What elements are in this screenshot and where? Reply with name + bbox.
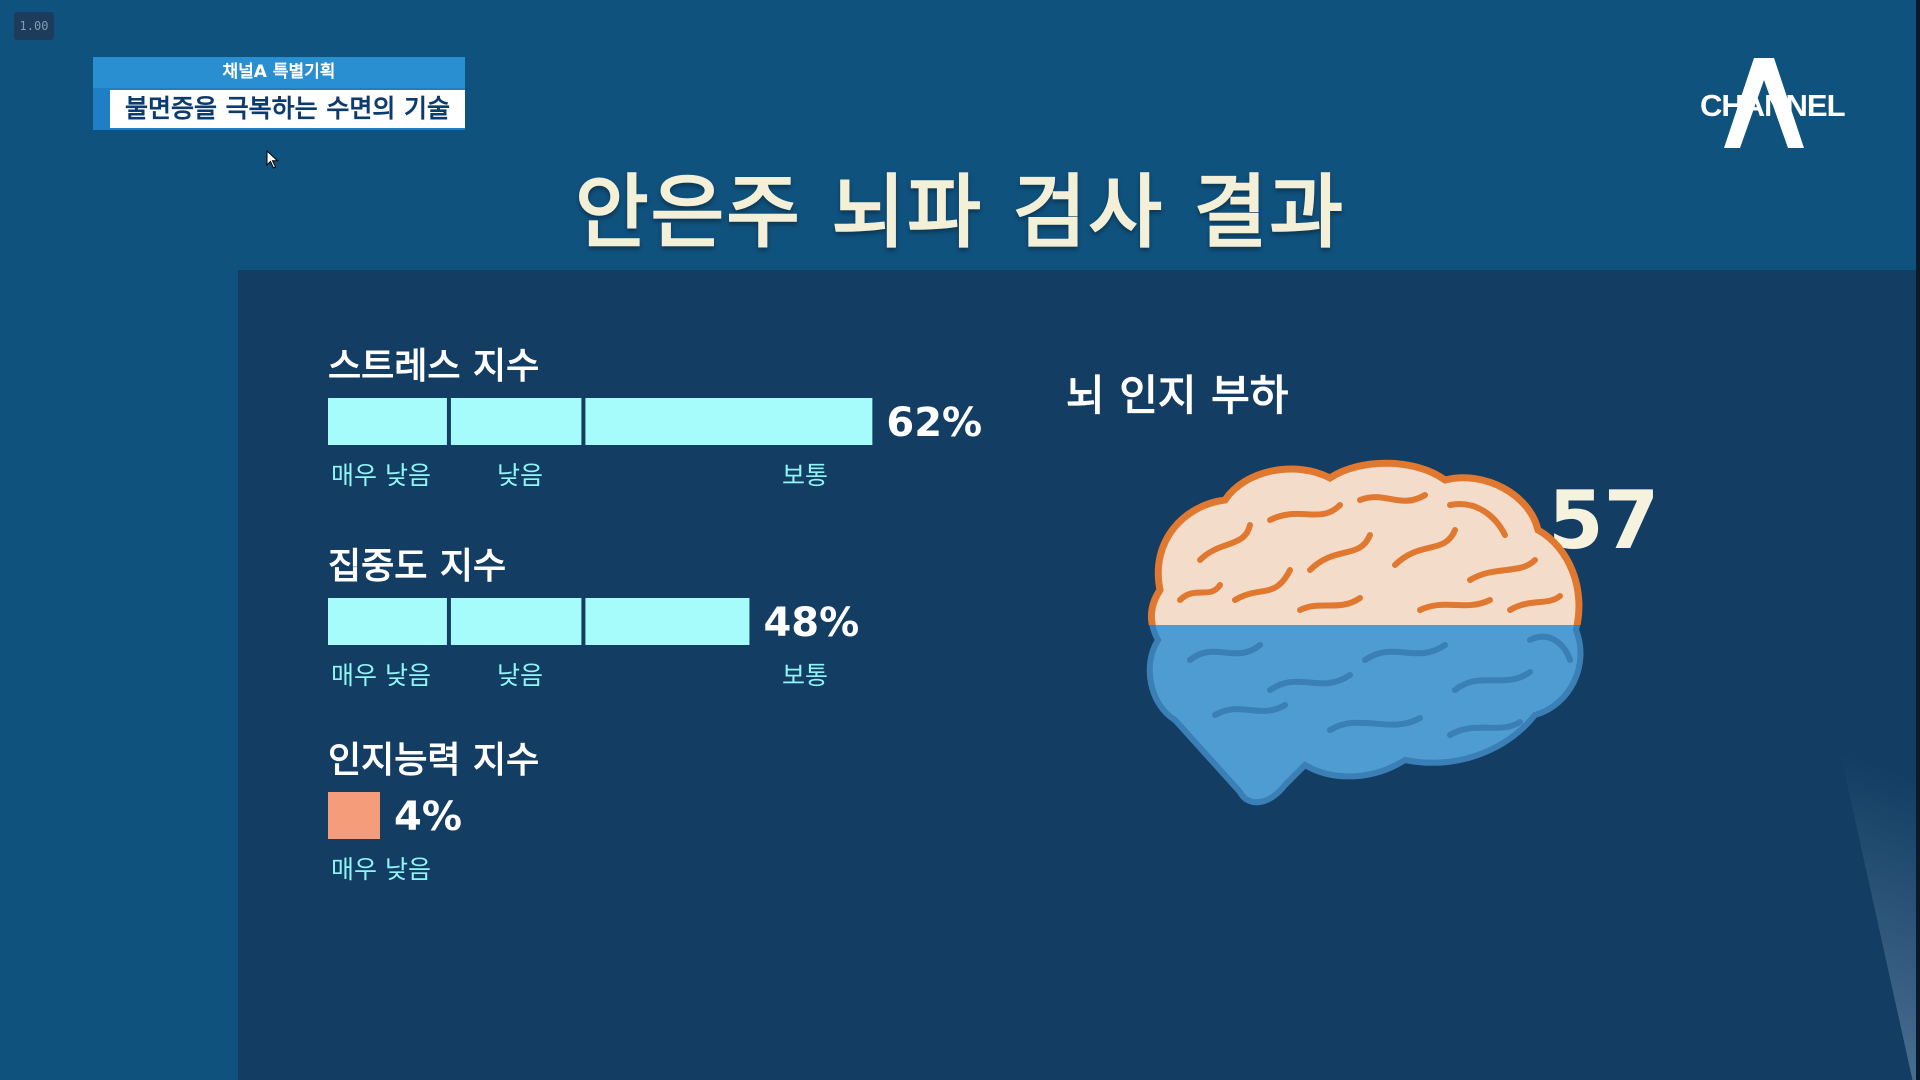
bar-segment (328, 598, 447, 645)
brain-fold (1467, 557, 1538, 583)
index-row: 스트레스 지수 62% 매우 낮음 낮음 보통 (328, 346, 982, 490)
brain-fold (1527, 633, 1573, 663)
level-label: 낮음 (497, 461, 543, 490)
level-label: 낮음 (497, 661, 543, 690)
brain-fold (1267, 502, 1343, 523)
bar-segment (328, 792, 380, 839)
percent-label: 62% (886, 400, 982, 446)
level-label: 보통 (782, 461, 828, 490)
brain-fold (1307, 532, 1373, 573)
brain-fold (1392, 527, 1458, 568)
brain-fold (1447, 501, 1508, 538)
channel-a-logo: CHANNEL (1700, 58, 1846, 148)
brain-fold (1452, 669, 1533, 693)
bar-segment (585, 598, 750, 645)
level-label: 보통 (782, 661, 828, 690)
main-title: 안은주 뇌파 검사 결과 (575, 166, 1345, 259)
channel-a-logo-mark (1724, 58, 1804, 148)
brain-fold (1232, 567, 1293, 603)
brain-icon (1146, 459, 1584, 806)
program-title-box: 불면증을 극복하는 수면의 기술 (93, 88, 465, 130)
index-row: 집중도 지수 48% 매우 낮음 낮음 보통 (328, 546, 859, 690)
brain-fold (1417, 597, 1493, 613)
brain-fold (1197, 522, 1253, 563)
level-label: 매우 낮음 (331, 461, 431, 490)
zoom-level-badge: 1.00 (14, 12, 54, 40)
brain-fold (1297, 595, 1363, 613)
program-title-tag: 채널A 특별기획 불면증을 극복하는 수면의 기술 (93, 57, 465, 130)
index-title: 인지능력 지수 (328, 740, 539, 781)
brain-lower-half (1146, 625, 1584, 806)
brain-fold (1327, 715, 1423, 733)
brain-fold (1362, 642, 1448, 663)
program-title: 불면증을 극복하는 수면의 기술 (110, 90, 465, 128)
brain-fold (1507, 593, 1563, 613)
bar-segment (328, 398, 447, 445)
cognitive-load-title: 뇌 인지 부하 (1066, 371, 1289, 420)
index-title: 스트레스 지수 (328, 346, 539, 387)
brain-fold (1447, 719, 1523, 738)
percent-label: 48% (763, 600, 859, 646)
mouse-cursor-icon (266, 150, 279, 169)
percent-label: 4% (394, 794, 462, 840)
level-label: 매우 낮음 (331, 661, 431, 690)
brain-fold (1187, 642, 1263, 663)
brain-fold (1267, 672, 1353, 693)
index-title: 집중도 지수 (328, 546, 506, 587)
index-row: 인지능력 지수 4% 매우 낮음 (328, 740, 539, 884)
brain-fold (1212, 702, 1288, 718)
brain-fold (1177, 582, 1223, 603)
channel-logo-text: CHANNEL (1700, 88, 1846, 123)
bar-segment (585, 398, 873, 445)
level-label: 매우 낮음 (331, 855, 431, 884)
bar-segment (450, 598, 582, 645)
cognitive-load-value: 57 (1548, 474, 1659, 567)
program-kicker: 채널A 특별기획 (93, 57, 465, 88)
brain-fold (1357, 492, 1428, 504)
bar-segment (450, 398, 582, 445)
